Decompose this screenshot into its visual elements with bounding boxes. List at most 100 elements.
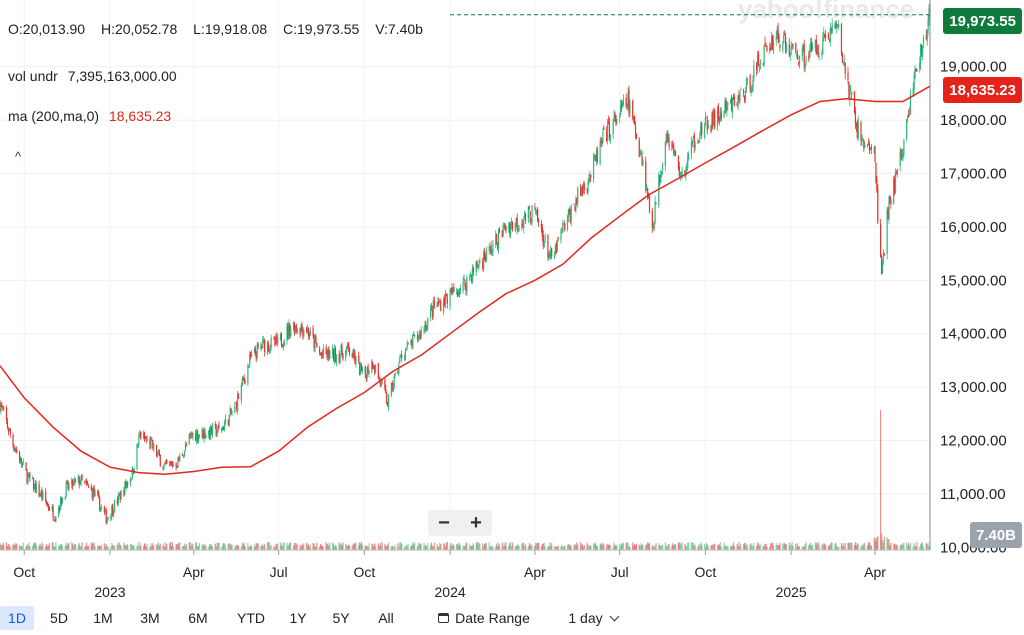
zoom-in-button[interactable]: + [470, 511, 482, 534]
candle-body [296, 329, 298, 333]
volume-bar [563, 546, 565, 550]
volume-bar [823, 543, 825, 550]
candle-body [672, 144, 674, 149]
range-button-1d[interactable]: 1D [0, 606, 34, 630]
candle-body [397, 371, 399, 374]
candle-body [803, 44, 805, 66]
zoom-out-button[interactable]: − [438, 511, 450, 534]
candle-body [629, 101, 631, 113]
range-button-5d[interactable]: 5D [50, 610, 68, 626]
interval-select[interactable]: 1 day [558, 606, 628, 630]
volume-bar [312, 543, 314, 550]
candle-body [299, 328, 301, 334]
candle-body [626, 106, 628, 109]
candle-body [534, 206, 536, 208]
volume-bar [319, 544, 322, 550]
candle-body [772, 41, 775, 52]
candle-body [476, 261, 478, 268]
volume-bar [627, 542, 629, 550]
volume-bar [250, 545, 252, 550]
range-button-all[interactable]: All [378, 610, 394, 626]
indicator-moving-average[interactable]: ma (200,ma,0) 18,635.23 [8, 108, 171, 124]
volume-bar [704, 546, 707, 550]
candle-body [479, 261, 481, 263]
moving-average-line[interactable] [0, 85, 931, 475]
indicator-volume[interactable]: vol undr 7,395,163,000.00 [8, 68, 177, 84]
candle-body [32, 477, 34, 479]
range-button-1m[interactable]: 1M [93, 610, 113, 626]
volume-bar [691, 542, 693, 550]
candle-body [302, 328, 304, 336]
volume-bar [785, 544, 788, 550]
volume-bar [815, 542, 817, 550]
candle-body [771, 35, 774, 50]
volume-bar [550, 546, 552, 550]
volume-bar [482, 543, 484, 550]
candle-body [744, 90, 747, 100]
volume-bar [182, 545, 185, 550]
candle-body [152, 440, 154, 449]
volume-bar [217, 542, 219, 550]
candle-body [816, 46, 818, 53]
volume-bar [33, 542, 36, 550]
range-button-6m[interactable]: 6M [188, 610, 208, 626]
volume-bar [439, 542, 441, 550]
candle-body [873, 147, 875, 149]
date-range-button[interactable]: Date Range [428, 606, 540, 630]
volume-bar [139, 542, 141, 550]
candle-body [275, 336, 277, 344]
volume-bar [367, 546, 369, 550]
candle-body [177, 457, 179, 468]
volume-bar [821, 545, 823, 550]
range-button-3m[interactable]: 3M [140, 610, 160, 626]
volume-bar [619, 543, 621, 550]
candle-body [453, 286, 455, 292]
candle-body [731, 97, 734, 113]
volume-bar [831, 542, 833, 550]
candle-body [827, 34, 830, 40]
volume-bar [99, 545, 101, 550]
candle-body [12, 434, 14, 445]
y-tick-label: 19,000.00 [940, 59, 1007, 76]
candle-body [64, 497, 66, 500]
candle-body [46, 503, 49, 505]
candlestick-series[interactable] [0, 2, 931, 525]
candle-body [798, 62, 800, 65]
volume-bar [281, 546, 283, 550]
candle-body [196, 431, 198, 441]
candle-body [521, 223, 523, 229]
volume-bar [295, 544, 297, 550]
volume-bar [805, 542, 807, 550]
candle-body [475, 261, 477, 273]
candle-body [72, 480, 74, 487]
candle-body [536, 210, 538, 214]
candle-body [416, 335, 419, 340]
volume-bar [342, 542, 344, 550]
volume-bar [664, 542, 666, 550]
candle-body [195, 433, 197, 442]
volume-bar [171, 542, 173, 550]
range-button-1y[interactable]: 1Y [289, 610, 307, 626]
range-button-5y[interactable]: 5Y [332, 610, 350, 626]
candle-body [169, 461, 172, 463]
candle-body [746, 78, 748, 81]
candle-body [126, 483, 128, 488]
date-range-label: Date Range [455, 610, 530, 626]
volume-bar [716, 545, 719, 550]
volume-bar [277, 543, 279, 550]
candle-body [368, 371, 370, 375]
candle-body [491, 250, 493, 253]
candle-body [874, 145, 876, 162]
volume-bar [668, 544, 670, 550]
volume-bar [127, 544, 129, 550]
candle-body [863, 140, 865, 149]
candle-body [119, 493, 121, 501]
volume-bar [822, 544, 824, 550]
volume-bar [594, 542, 597, 550]
candle-body [100, 507, 103, 508]
collapse-indicators-button[interactable]: ^ [8, 146, 28, 166]
range-button-ytd[interactable]: YTD [237, 610, 265, 626]
